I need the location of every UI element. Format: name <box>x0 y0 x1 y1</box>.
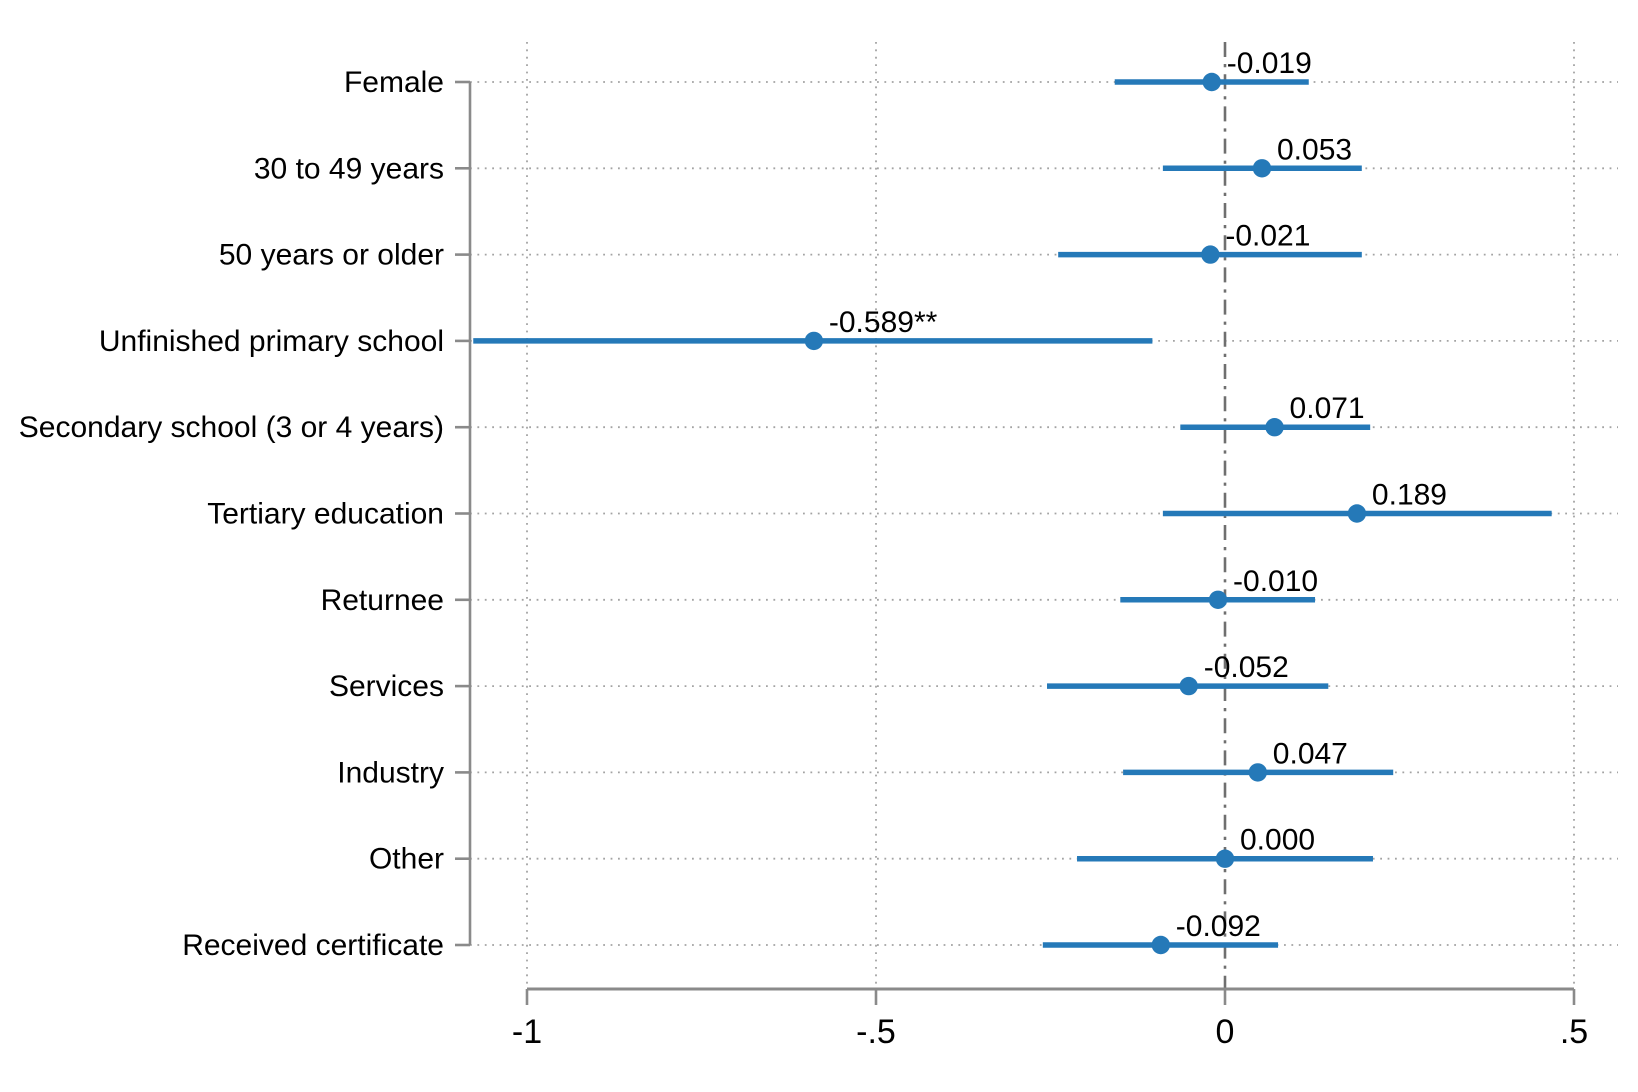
x-axis-tick-label: -1 <box>512 1013 542 1051</box>
category-label: Returnee <box>321 584 444 617</box>
estimate-marker <box>1202 72 1221 92</box>
estimate-value-label: -0.052 <box>1204 651 1289 684</box>
estimate-marker <box>1248 763 1268 782</box>
estimate-value-label: -0.019 <box>1227 47 1312 80</box>
x-axis-tick-label: -.5 <box>856 1013 896 1051</box>
category-label: Secondary school (3 or 4 years) <box>19 411 444 444</box>
estimate-value-label: -0.589** <box>829 306 938 339</box>
category-label: Other <box>369 843 444 876</box>
estimate-value-label: -0.021 <box>1225 220 1310 253</box>
estimate-value-label: 0.047 <box>1273 737 1348 770</box>
category-label: Tertiary education <box>207 498 444 531</box>
estimate-marker <box>1252 159 1272 178</box>
estimate-marker <box>1201 245 1220 264</box>
category-label: 30 to 49 years <box>254 152 444 185</box>
estimate-marker <box>1215 849 1235 868</box>
estimate-marker <box>1208 590 1228 609</box>
estimate-marker <box>804 331 824 351</box>
category-label: Unfinished primary school <box>99 325 444 358</box>
category-label: Services <box>329 670 444 703</box>
category-label: Female <box>344 66 444 99</box>
estimate-value-label: -0.092 <box>1176 910 1261 943</box>
x-axis-tick-label: 0 <box>1216 1013 1235 1051</box>
category-label: 50 years or older <box>219 239 444 272</box>
estimate-marker <box>1151 935 1170 955</box>
estimate-value-label: 0.189 <box>1372 479 1447 512</box>
estimate-value-label: -0.010 <box>1233 565 1318 598</box>
category-label: Industry <box>337 756 444 789</box>
estimate-marker <box>1265 418 1284 437</box>
estimate-value-label: 0.053 <box>1277 133 1352 166</box>
estimate-value-label: 0.000 <box>1240 824 1315 857</box>
category-label: Received certificate <box>182 929 444 962</box>
estimate-marker <box>1179 676 1198 696</box>
estimate-marker <box>1347 504 1367 523</box>
x-axis-tick-label: .5 <box>1560 1013 1588 1051</box>
estimate-value-label: 0.071 <box>1290 392 1365 425</box>
